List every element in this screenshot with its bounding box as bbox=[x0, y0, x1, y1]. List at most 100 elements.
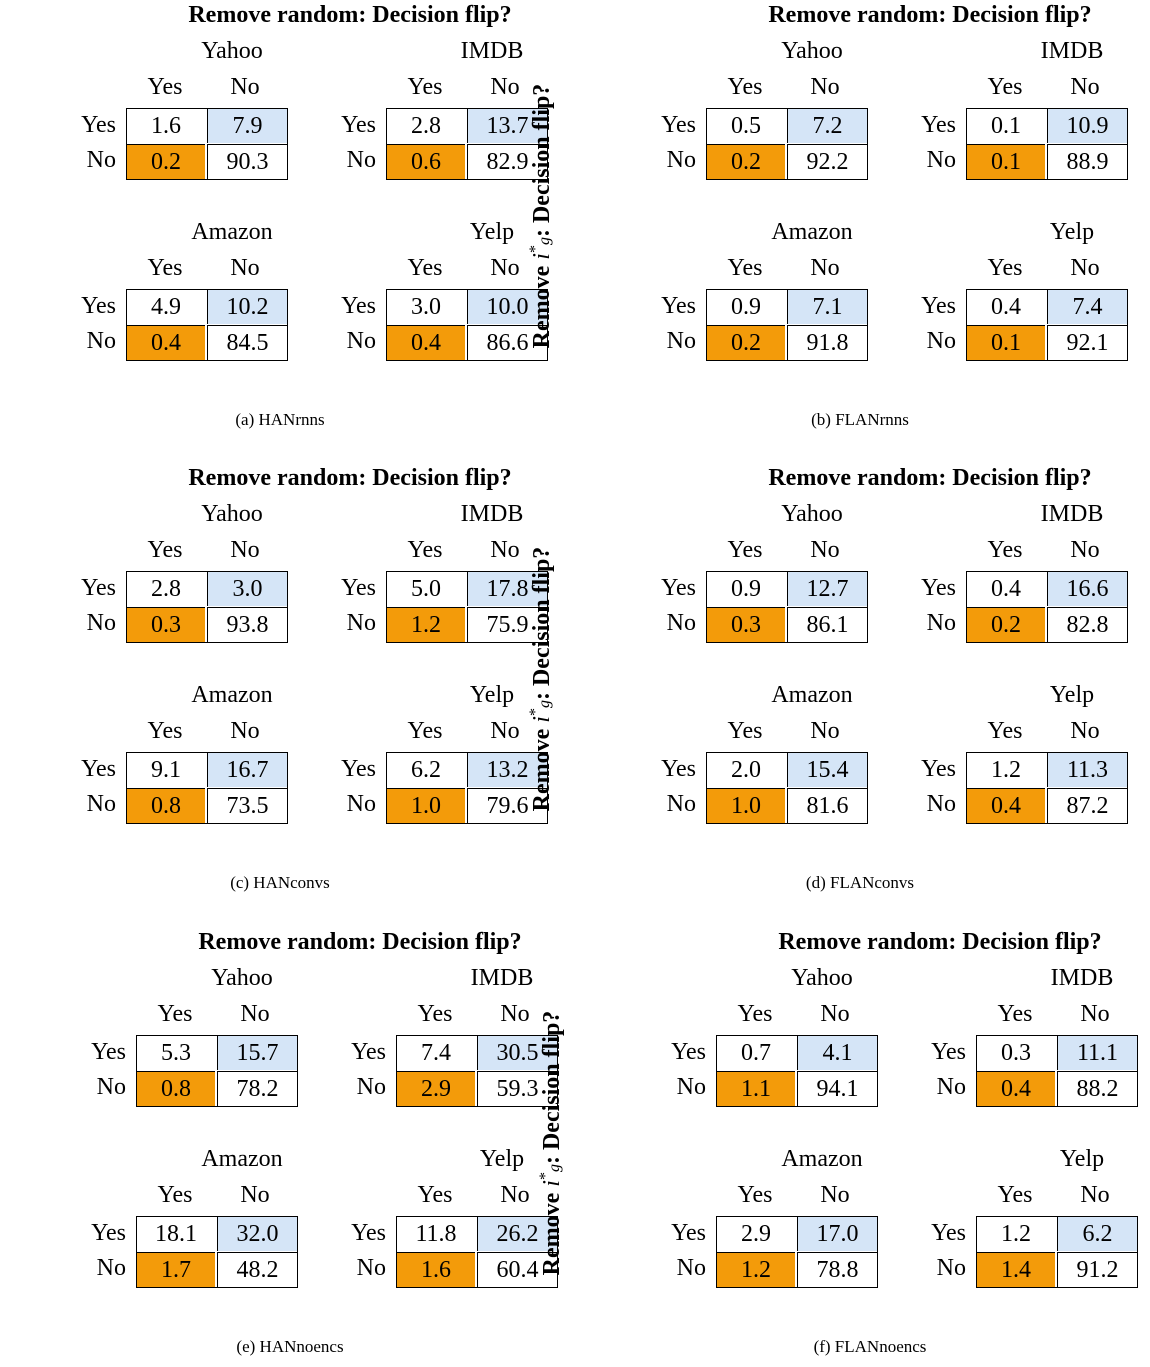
matrix-cell: 0.9 bbox=[731, 294, 761, 320]
matrix-cell: 0.1 bbox=[991, 113, 1021, 139]
side-label-suffix: : Decision flip? bbox=[539, 1010, 565, 1165]
column-label: No bbox=[490, 537, 520, 563]
matrix-cell: 7.9 bbox=[207, 109, 287, 143]
column-label: No bbox=[490, 74, 520, 100]
matrix-cell: 1.6 bbox=[151, 113, 181, 139]
confusion-matrix: Amazon Yes No Yes No 2.9 17.0 1.2 78.8 bbox=[662, 1144, 902, 1288]
matrix-cell: 91.8 bbox=[787, 325, 867, 360]
matrix-cell: 11.8 bbox=[415, 1221, 457, 1247]
matrix-grid: 0.4 7.4 0.1 92.1 bbox=[966, 289, 1128, 361]
dataset-name: Yelp bbox=[469, 682, 515, 708]
matrix-cell: 15.4 bbox=[787, 753, 867, 787]
dataset-name: IMDB bbox=[460, 38, 524, 64]
matrix-cell: 18.1 bbox=[155, 1221, 197, 1247]
matrix-cell: 78.2 bbox=[217, 1071, 297, 1106]
confusion-matrix: Yelp Yes No Yes No 6.2 13.2 1.0 79.6 bbox=[332, 680, 572, 824]
dataset-name: IMDB bbox=[1050, 965, 1114, 991]
matrix-cell: 0.7 bbox=[741, 1040, 771, 1066]
dataset-name: Yahoo bbox=[201, 38, 263, 64]
row-label: Yes bbox=[921, 756, 956, 782]
side-label-prefix: Remove bbox=[539, 1186, 565, 1276]
side-label-variable: i bbox=[529, 253, 555, 260]
dataset-name: Yelp bbox=[469, 219, 515, 245]
matrix-grid: 0.7 4.1 1.1 94.1 bbox=[716, 1035, 878, 1107]
dataset-name: IMDB bbox=[470, 965, 534, 991]
column-label: No bbox=[1070, 74, 1100, 100]
column-label: Yes bbox=[417, 1182, 453, 1208]
matrix-cell: 1.4 bbox=[977, 1252, 1055, 1287]
matrix-grid: 4.9 10.2 0.4 84.5 bbox=[126, 289, 288, 361]
dataset-name: Amazon bbox=[781, 1146, 863, 1172]
matrix-cell: 0.2 bbox=[967, 607, 1045, 642]
matrix-cell: 0.1 bbox=[967, 325, 1045, 360]
column-label: Yes bbox=[407, 537, 443, 563]
side-label-subscript: g bbox=[536, 700, 553, 709]
row-label: Yes bbox=[661, 293, 696, 319]
confusion-matrix: Amazon Yes No Yes No 0.9 7.1 0.2 91.8 bbox=[652, 217, 892, 361]
matrix-grid: 6.2 13.2 1.0 79.6 bbox=[386, 752, 548, 824]
column-label: No bbox=[1080, 1001, 1110, 1027]
column-label: No bbox=[810, 718, 840, 744]
matrix-cell: 0.4 bbox=[127, 325, 205, 360]
dataset-name: Amazon bbox=[771, 219, 853, 245]
matrix-cell: 4.9 bbox=[151, 294, 181, 320]
matrix-cell: 86.6 bbox=[467, 325, 547, 360]
matrix-cell: 75.9 bbox=[467, 607, 547, 642]
matrix-cell: 4.1 bbox=[797, 1036, 877, 1070]
side-label-suffix: : Decision flip? bbox=[529, 83, 555, 238]
subfigure-caption: (a) HANrnns bbox=[235, 410, 325, 429]
dataset-name: Yahoo bbox=[791, 965, 853, 991]
confusion-matrix: Yahoo Yes No Yes No 1.6 7.9 0.2 90.3 bbox=[72, 36, 312, 180]
column-label: No bbox=[810, 74, 840, 100]
dataset-name: Yelp bbox=[1049, 682, 1095, 708]
row-label: No bbox=[86, 610, 116, 636]
row-label: Yes bbox=[671, 1039, 706, 1065]
row-label: Yes bbox=[81, 756, 116, 782]
confusion-matrix: IMDB Yes No Yes No 0.3 11.1 0.4 88.2 bbox=[922, 963, 1150, 1107]
side-label-prefix: Remove bbox=[529, 722, 555, 812]
confusion-matrix: Yelp Yes No Yes No 1.2 11.3 0.4 87.2 bbox=[912, 680, 1150, 824]
confusion-matrix: Yelp Yes No Yes No 0.4 7.4 0.1 92.1 bbox=[912, 217, 1150, 361]
matrix-cell: 1.2 bbox=[991, 757, 1021, 783]
matrix-cell: 5.3 bbox=[161, 1040, 191, 1066]
matrix-grid: 0.3 11.1 0.4 88.2 bbox=[976, 1035, 1138, 1107]
matrix-grid: 0.4 16.6 0.2 82.8 bbox=[966, 571, 1128, 643]
matrix-cell: 2.9 bbox=[397, 1071, 475, 1106]
panel-row-header: Remove i*g: Decision flip? bbox=[519, 6, 555, 426]
matrix-grid: 2.8 3.0 0.3 93.8 bbox=[126, 571, 288, 643]
matrix-cell: 1.1 bbox=[717, 1071, 795, 1106]
confusion-matrix: IMDB Yes No Yes No 5.0 17.8 1.2 75.9 bbox=[332, 499, 572, 643]
matrix-cell: 0.3 bbox=[127, 607, 205, 642]
matrix-cell: 94.1 bbox=[797, 1071, 877, 1106]
matrix-cell: 7.1 bbox=[787, 290, 867, 324]
column-label: No bbox=[820, 1001, 850, 1027]
column-label: No bbox=[810, 537, 840, 563]
matrix-cell: 13.2 bbox=[467, 753, 547, 787]
matrix-grid: 2.8 13.7 0.6 82.9 bbox=[386, 108, 548, 180]
matrix-cell: 60.4 bbox=[477, 1252, 557, 1287]
row-label: No bbox=[86, 147, 116, 173]
matrix-cell: 0.3 bbox=[1001, 1040, 1031, 1066]
column-label: Yes bbox=[147, 718, 183, 744]
matrix-cell: 1.2 bbox=[717, 1252, 795, 1287]
row-label: Yes bbox=[91, 1220, 126, 1246]
side-label-prefix: Remove bbox=[529, 259, 555, 349]
row-label: No bbox=[356, 1255, 386, 1281]
row-label: Yes bbox=[921, 293, 956, 319]
confusion-matrix: Yelp Yes No Yes No 11.8 26.2 1.6 60.4 bbox=[342, 1144, 582, 1288]
matrix-cell: 16.6 bbox=[1047, 572, 1127, 606]
subfigure-caption: (c) HANconvs bbox=[230, 873, 330, 892]
row-label: Yes bbox=[341, 112, 376, 138]
matrix-grid: 2.9 17.0 1.2 78.8 bbox=[716, 1216, 878, 1288]
matrix-grid: 7.4 30.5 2.9 59.3 bbox=[396, 1035, 558, 1107]
column-label: Yes bbox=[407, 74, 443, 100]
matrix-cell: 82.8 bbox=[1047, 607, 1127, 642]
matrix-cell: 2.9 bbox=[741, 1221, 771, 1247]
matrix-cell: 0.2 bbox=[707, 325, 785, 360]
confusion-matrix: IMDB Yes No Yes No 0.1 10.9 0.1 88.9 bbox=[912, 36, 1150, 180]
figure-panel: Remove random: Decision flip? Remove i*g:… bbox=[527, 0, 1140, 440]
matrix-cell: 0.4 bbox=[977, 1071, 1055, 1106]
row-label: Yes bbox=[341, 575, 376, 601]
column-label: Yes bbox=[157, 1001, 193, 1027]
column-label: Yes bbox=[407, 718, 443, 744]
